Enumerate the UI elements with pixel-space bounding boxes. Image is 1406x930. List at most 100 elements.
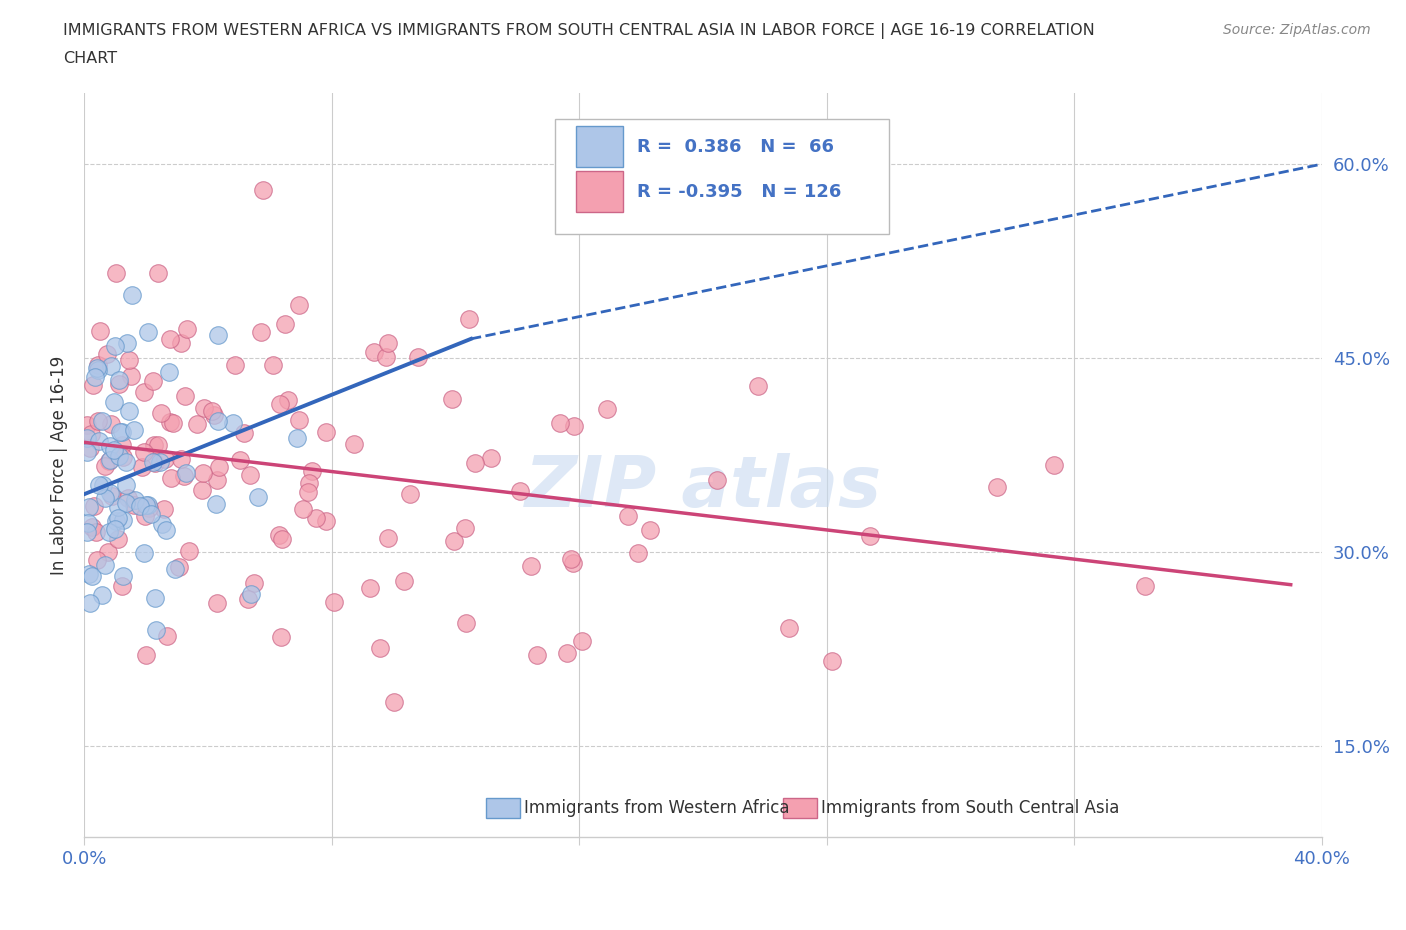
- Point: [550, 416, 572, 431]
- Point: [107, 511, 129, 525]
- Point: [110, 424, 132, 439]
- Point: [76, 525, 98, 539]
- Point: [464, 456, 486, 471]
- Point: [121, 287, 143, 302]
- Point: [111, 579, 134, 594]
- Point: [132, 546, 155, 561]
- Text: R =  0.386   N =  66: R = 0.386 N = 66: [637, 138, 834, 156]
- Point: [114, 496, 136, 511]
- Point: [596, 402, 619, 417]
- Point: [104, 522, 127, 537]
- Point: [560, 551, 582, 566]
- Point: [129, 498, 152, 513]
- Point: [246, 490, 269, 505]
- Text: ZIP atlas: ZIP atlas: [524, 453, 882, 522]
- Point: [232, 426, 254, 441]
- Point: [79, 440, 101, 455]
- Point: [273, 316, 295, 331]
- Point: [111, 568, 134, 583]
- Point: [86, 360, 108, 375]
- Point: [84, 369, 107, 384]
- Point: [131, 459, 153, 474]
- Point: [76, 431, 98, 445]
- Point: [142, 373, 165, 388]
- Point: [86, 414, 108, 429]
- Point: [747, 379, 769, 393]
- Point: [134, 384, 156, 399]
- Point: [135, 648, 157, 663]
- Point: [392, 573, 415, 588]
- Point: [118, 352, 141, 367]
- Point: [202, 407, 225, 422]
- Text: Immigrants from Western Africa: Immigrants from Western Africa: [523, 799, 789, 817]
- Point: [108, 372, 131, 387]
- Text: R = -0.395   N = 126: R = -0.395 N = 126: [637, 182, 842, 201]
- Point: [443, 534, 465, 549]
- Point: [143, 456, 166, 471]
- Point: [89, 477, 111, 492]
- Point: [526, 647, 548, 662]
- Text: IMMIGRANTS FROM WESTERN AFRICA VS IMMIGRANTS FROM SOUTH CENTRAL ASIA IN LABOR FO: IMMIGRANTS FROM WESTERN AFRICA VS IMMIGR…: [63, 23, 1095, 39]
- Point: [406, 350, 429, 365]
- Point: [82, 568, 104, 583]
- Point: [148, 265, 170, 280]
- Point: [77, 566, 100, 581]
- Point: [82, 520, 104, 535]
- Point: [84, 525, 107, 539]
- Point: [97, 545, 120, 560]
- Point: [205, 497, 228, 512]
- Point: [269, 397, 291, 412]
- Point: [112, 449, 135, 464]
- Point: [87, 362, 110, 377]
- Point: [305, 511, 328, 525]
- Point: [778, 620, 800, 635]
- Point: [479, 450, 502, 465]
- FancyBboxPatch shape: [783, 798, 817, 818]
- Text: Immigrants from South Central Asia: Immigrants from South Central Asia: [821, 799, 1119, 817]
- Point: [98, 485, 121, 500]
- Point: [103, 443, 125, 458]
- Point: [301, 463, 323, 478]
- Point: [509, 484, 531, 498]
- Y-axis label: In Labor Force | Age 16-19: In Labor Force | Age 16-19: [51, 355, 69, 575]
- Point: [94, 459, 117, 474]
- Point: [77, 499, 100, 514]
- Point: [139, 507, 162, 522]
- Point: [143, 591, 166, 605]
- Point: [124, 492, 146, 507]
- Point: [120, 369, 142, 384]
- Point: [117, 336, 139, 351]
- Point: [236, 591, 259, 606]
- Point: [82, 378, 104, 392]
- Point: [382, 695, 405, 710]
- Point: [80, 426, 103, 441]
- FancyBboxPatch shape: [575, 126, 623, 167]
- Point: [117, 403, 139, 418]
- Point: [91, 478, 114, 493]
- Point: [100, 417, 122, 432]
- Point: [205, 472, 228, 487]
- Point: [117, 491, 139, 506]
- Point: [100, 358, 122, 373]
- Point: [176, 322, 198, 337]
- Point: [107, 377, 129, 392]
- Point: [134, 445, 156, 459]
- FancyBboxPatch shape: [486, 798, 520, 818]
- Point: [562, 555, 585, 570]
- Point: [343, 436, 366, 451]
- Point: [270, 532, 292, 547]
- Point: [170, 335, 193, 350]
- Point: [94, 491, 117, 506]
- Point: [859, 528, 882, 543]
- Point: [239, 467, 262, 482]
- Point: [616, 509, 638, 524]
- FancyBboxPatch shape: [575, 171, 623, 212]
- Point: [167, 560, 190, 575]
- Text: Source: ZipAtlas.com: Source: ZipAtlas.com: [1223, 23, 1371, 37]
- Point: [149, 406, 172, 421]
- Point: [315, 425, 337, 440]
- Point: [146, 437, 169, 452]
- Point: [191, 466, 214, 481]
- Point: [149, 455, 172, 470]
- Point: [87, 433, 110, 448]
